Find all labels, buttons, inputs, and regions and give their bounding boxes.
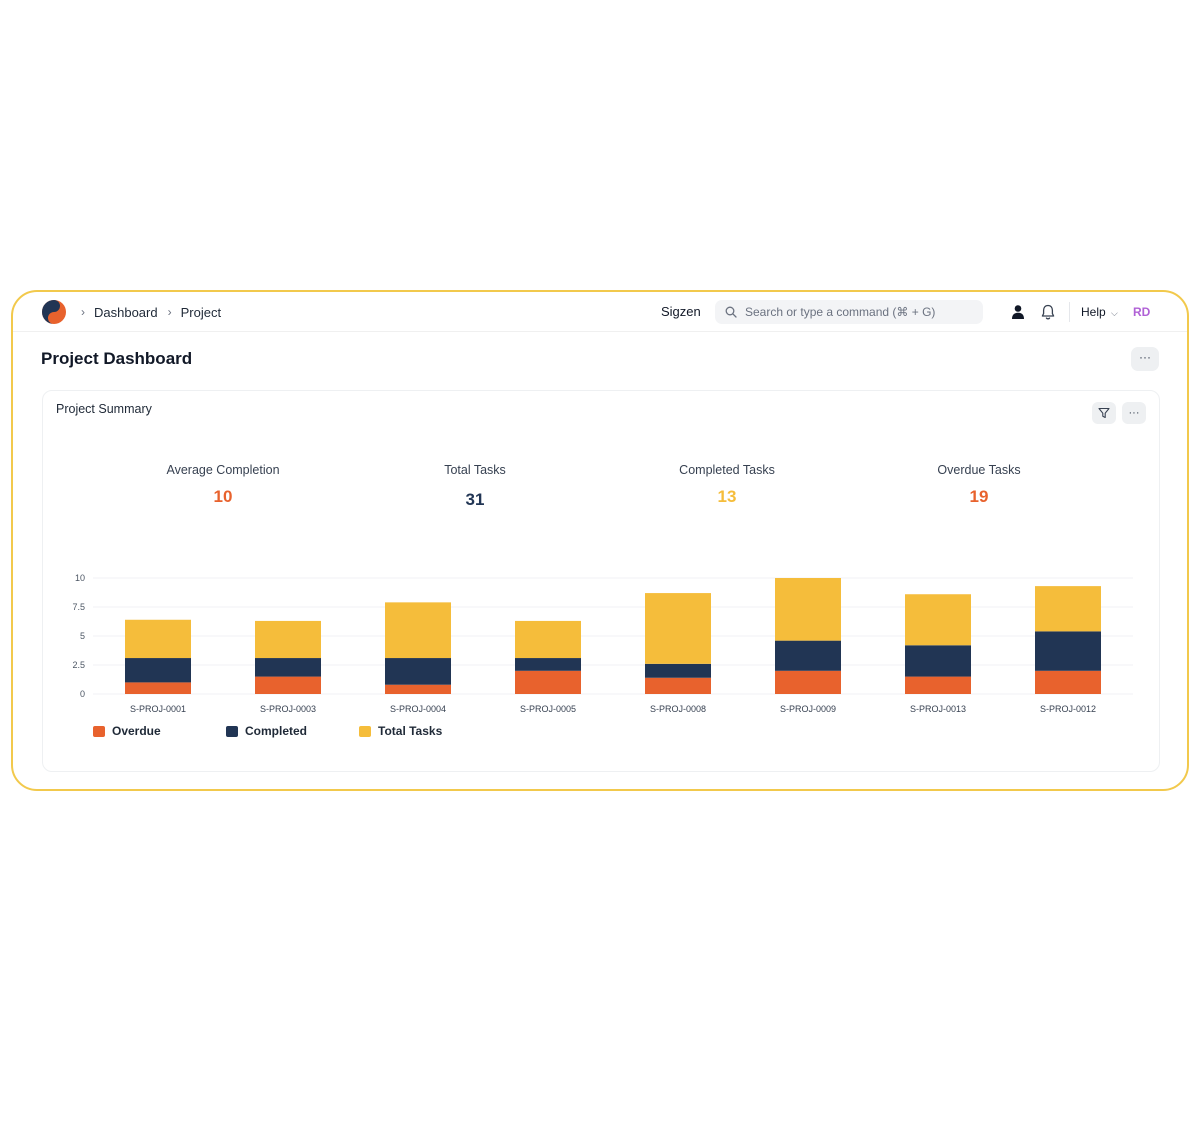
stat-completed-tasks: Completed Tasks 13 xyxy=(617,463,837,507)
bar-segment-completed[interactable] xyxy=(515,658,581,671)
stat-label: Total Tasks xyxy=(444,463,506,477)
avatar[interactable]: RD xyxy=(1133,305,1151,319)
breadcrumb-dashboard[interactable]: Dashboard xyxy=(94,304,158,320)
stat-overdue-tasks: Overdue Tasks 19 xyxy=(869,463,1089,507)
x-tick-label: S-PROJ-0004 xyxy=(390,704,446,714)
y-tick-label: 5 xyxy=(80,631,85,641)
filter-button[interactable] xyxy=(1092,402,1116,424)
bar-segment-completed[interactable] xyxy=(1035,631,1101,671)
user-icon[interactable] xyxy=(1009,303,1027,321)
stat-value: 19 xyxy=(969,487,989,506)
app-window: › Dashboard › Project Sigzen Search or t… xyxy=(11,290,1189,791)
bar-segment-completed[interactable] xyxy=(645,663,711,678)
project-summary-card: Project Summary ··· Average Completion 1… xyxy=(42,390,1160,772)
x-tick-label: S-PROJ-0013 xyxy=(910,704,966,714)
bar-segment-total-tasks[interactable] xyxy=(1035,586,1101,632)
legend-label: Overdue xyxy=(112,724,161,738)
x-tick-label: S-PROJ-0001 xyxy=(130,704,186,714)
bar-segment-total-tasks[interactable] xyxy=(645,593,711,664)
bar-segment-overdue[interactable] xyxy=(905,676,971,694)
bar-segment-overdue[interactable] xyxy=(515,670,581,694)
filter-icon xyxy=(1098,407,1110,419)
breadcrumb: › Dashboard › Project xyxy=(81,292,231,332)
card-menu-button[interactable]: ··· xyxy=(1122,402,1146,424)
page-menu-button[interactable]: ··· xyxy=(1131,347,1159,371)
bar-segment-total-tasks[interactable] xyxy=(255,620,321,659)
stat-value: 31 xyxy=(465,490,485,509)
bar-segment-overdue[interactable] xyxy=(645,677,711,694)
chevron-right-icon: › xyxy=(167,305,172,319)
bar-segment-completed[interactable] xyxy=(385,658,451,685)
y-tick-label: 2.5 xyxy=(72,660,85,670)
bar-segment-total-tasks[interactable] xyxy=(905,594,971,646)
legend-label: Completed xyxy=(245,724,308,738)
x-tick-label: S-PROJ-0005 xyxy=(520,704,576,714)
bell-icon[interactable] xyxy=(1039,303,1057,321)
bar-segment-total-tasks[interactable] xyxy=(775,578,841,641)
legend-item-overdue[interactable]: Overdue xyxy=(93,724,161,738)
search-input[interactable]: Search or type a command (⌘ + G) xyxy=(715,300,983,324)
stacked-bar-chart: 0 2.5 5 7.5 10 S-PROJ-0001 S-PROJ-0003 S-PROJ-0… xyxy=(72,573,1133,714)
navbar: › Dashboard › Project Sigzen Search or t… xyxy=(13,292,1187,332)
bar-segment-overdue[interactable] xyxy=(775,670,841,694)
bar-segment-total-tasks[interactable] xyxy=(385,602,451,659)
stat-label: Completed Tasks xyxy=(679,463,775,477)
stat-label: Overdue Tasks xyxy=(937,463,1021,477)
bar-segment-total-tasks[interactable] xyxy=(515,620,581,659)
bar-segment-completed[interactable] xyxy=(255,658,321,677)
bar-segment-completed[interactable] xyxy=(775,640,841,671)
chevron-down-icon: ⌵ xyxy=(1111,308,1118,318)
y-tick-label: 10 xyxy=(75,573,85,583)
stat-label: Average Completion xyxy=(166,463,280,477)
search-icon xyxy=(725,306,737,318)
bar-segment-overdue[interactable] xyxy=(385,684,451,694)
stat-value: 10 xyxy=(213,487,233,506)
x-tick-label: S-PROJ-0009 xyxy=(780,704,836,714)
bar-segment-completed[interactable] xyxy=(905,645,971,677)
y-tick-label: 7.5 xyxy=(72,602,85,612)
frappe-logo-icon[interactable] xyxy=(41,299,67,325)
stat-value: 13 xyxy=(717,487,737,506)
stat-average-completion: Average Completion 10 xyxy=(113,463,333,507)
bar-segment-overdue[interactable] xyxy=(1035,670,1101,694)
legend-swatch xyxy=(359,725,371,737)
chevron-right-icon: › xyxy=(81,305,85,319)
navbar-divider xyxy=(1069,302,1070,322)
bar-segment-total-tasks[interactable] xyxy=(125,619,191,659)
legend-swatch xyxy=(226,725,238,737)
site-name: Sigzen xyxy=(661,304,701,319)
bar-segment-completed[interactable] xyxy=(125,658,191,683)
breadcrumb-project[interactable]: Project xyxy=(180,304,222,320)
legend-swatch xyxy=(93,725,105,737)
help-label: Help xyxy=(1081,305,1106,319)
help-dropdown[interactable]: Help ⌵ xyxy=(1081,292,1118,332)
legend-label: Total Tasks xyxy=(378,724,443,738)
legend-item-completed[interactable]: Completed xyxy=(226,724,307,738)
x-tick-label: S-PROJ-0012 xyxy=(1040,704,1096,714)
search-placeholder: Search or type a command (⌘ + G) xyxy=(745,305,936,319)
x-tick-label: S-PROJ-0003 xyxy=(260,704,316,714)
page-title: Project Dashboard xyxy=(41,349,193,368)
card-title: Project Summary xyxy=(56,402,152,416)
legend-item-total-tasks[interactable]: Total Tasks xyxy=(359,724,442,738)
y-tick-label: 0 xyxy=(80,689,85,699)
bar-segment-overdue[interactable] xyxy=(255,676,321,694)
bar-segment-overdue[interactable] xyxy=(125,682,191,694)
stat-total-tasks: Total Tasks 31 xyxy=(365,463,585,510)
x-tick-label: S-PROJ-0008 xyxy=(650,704,706,714)
